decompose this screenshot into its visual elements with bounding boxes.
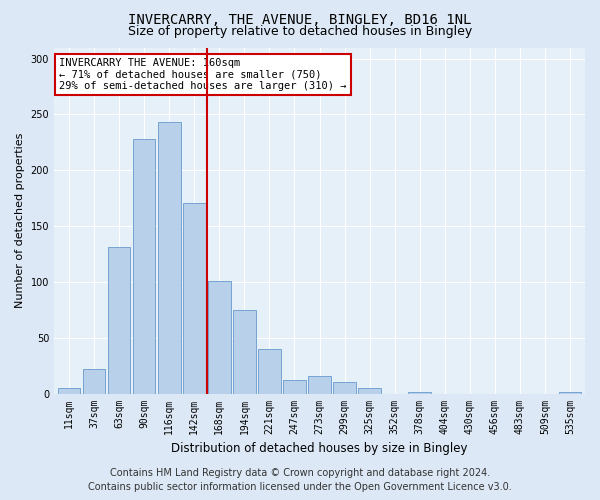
Bar [83, 369, 106, 394]
Y-axis label: Number of detached properties: Number of detached properties [15, 133, 25, 308]
Bar [559, 392, 581, 394]
Bar [183, 202, 206, 394]
Bar [108, 248, 130, 394]
Bar [308, 376, 331, 394]
Bar [333, 382, 356, 394]
Bar [409, 392, 431, 394]
Bar [208, 281, 230, 394]
Text: INVERCARRY, THE AVENUE, BINGLEY, BD16 1NL: INVERCARRY, THE AVENUE, BINGLEY, BD16 1N… [128, 12, 472, 26]
Bar [158, 122, 181, 394]
Text: INVERCARRY THE AVENUE: 160sqm
← 71% of detached houses are smaller (750)
29% of : INVERCARRY THE AVENUE: 160sqm ← 71% of d… [59, 58, 347, 91]
X-axis label: Distribution of detached houses by size in Bingley: Distribution of detached houses by size … [171, 442, 468, 455]
Bar [58, 388, 80, 394]
Bar [358, 388, 381, 394]
Bar [133, 139, 155, 394]
Text: Size of property relative to detached houses in Bingley: Size of property relative to detached ho… [128, 25, 472, 38]
Bar [233, 310, 256, 394]
Bar [258, 349, 281, 394]
Bar [283, 380, 306, 394]
Text: Contains HM Land Registry data © Crown copyright and database right 2024.
Contai: Contains HM Land Registry data © Crown c… [88, 468, 512, 492]
